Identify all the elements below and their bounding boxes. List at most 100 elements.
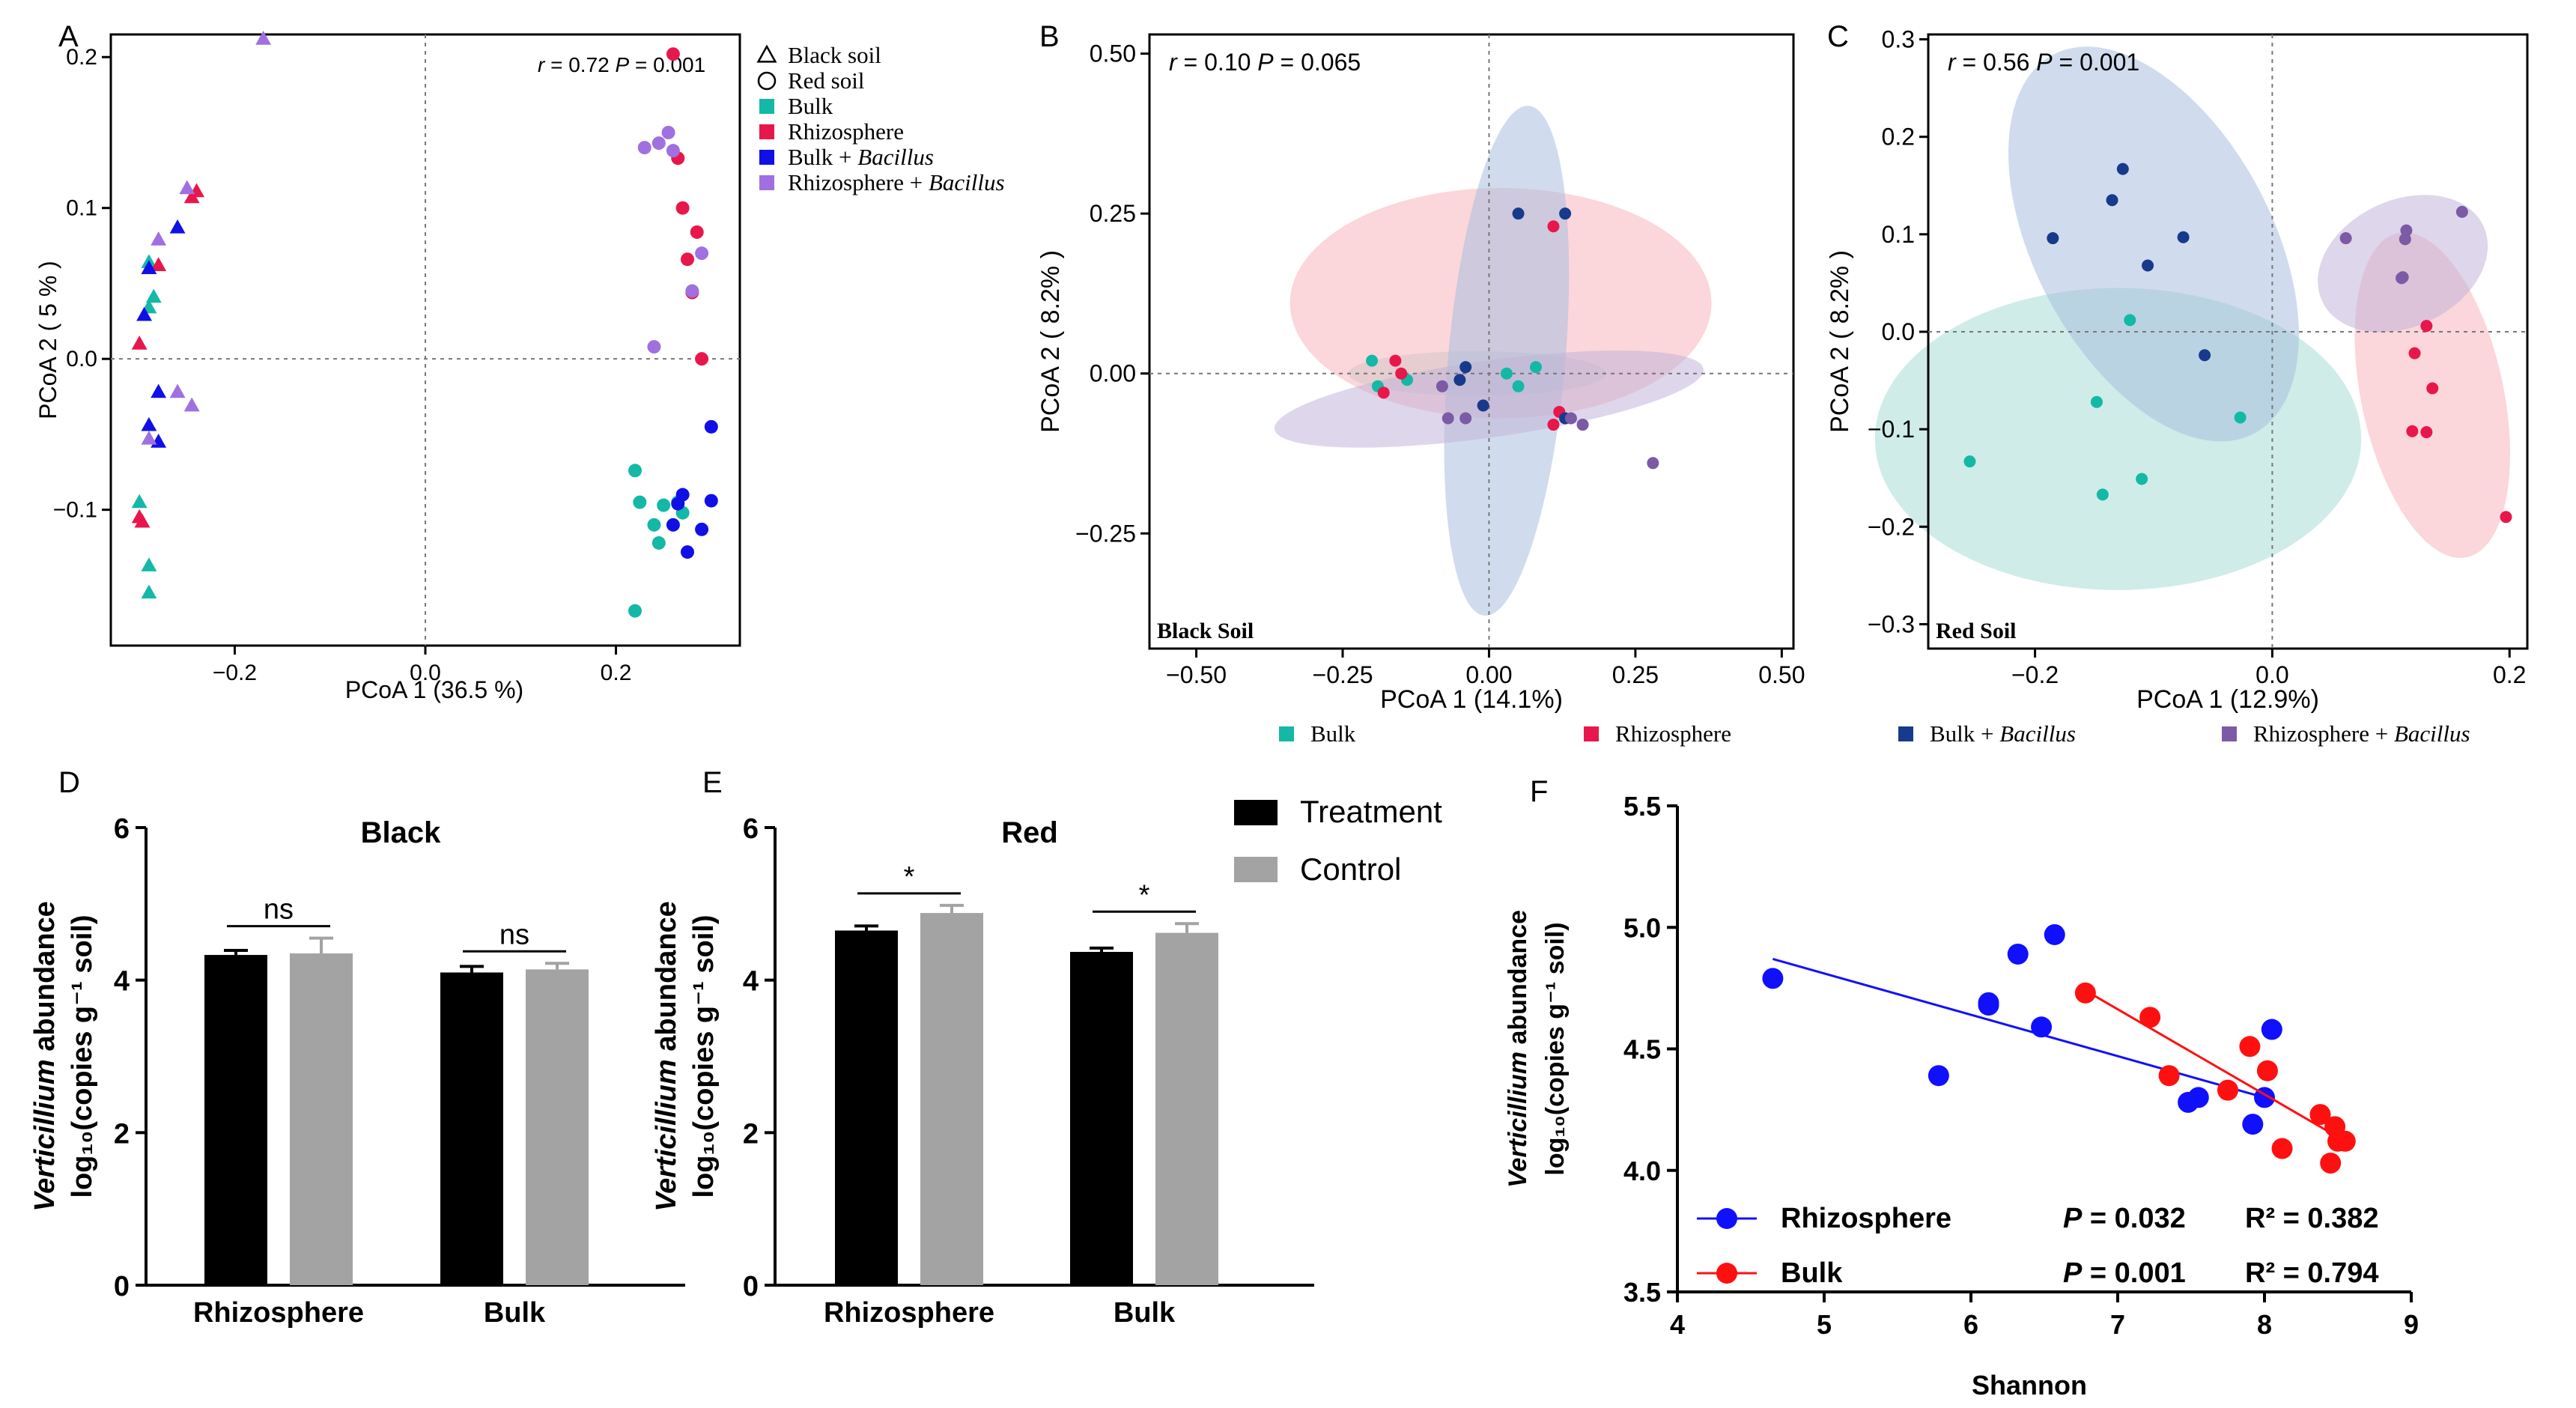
point-b-bulk_bacillus [1477,399,1489,412]
point-a-bulk [141,557,157,571]
x-axis-label-b: PCoA 1 (14.1%) [1380,685,1563,714]
point-c-rhizo_bacillus [2455,205,2468,218]
x-tick-label-f: 7 [2110,1309,2125,1340]
point-a-bulk [651,535,666,550]
point-a-bulk_bacillus [681,545,694,559]
legend-swatch-bc-rhizosphere [1584,726,1599,741]
category-label-e: Rhizosphere [824,1297,994,1329]
y-tick-label-e: 6 [743,813,759,845]
point-c-bulk_bacillus [2106,194,2118,207]
legend-swatch-bc-b_bulk_bacillus [1898,726,1913,741]
point-c-bulk_bacillus [2177,231,2190,243]
point-a-rhizo_bacillus [685,284,699,298]
point-b-bulk [1500,367,1513,380]
plot-frame-c [1927,33,2529,650]
x-tick-label-c: 0.0 [2255,661,2288,688]
point-c-rhizo_bacillus [2339,232,2352,245]
stat-p-f: P = 0.032 [2063,1203,2186,1234]
bar-e-treatment [1070,951,1133,1285]
legend-label-bc: Rhizosphere [1615,720,1731,747]
point-a-rhizo_bacillus [661,125,675,139]
point-f-rhizosphere [1762,968,1784,989]
legend-swatch-bc-b_rhizo_bacillus [2222,726,2237,741]
legend-label-f: Bulk [1781,1257,1843,1289]
x-tick-label-a: 0.2 [601,661,632,685]
bar-e-control [920,913,983,1285]
point-a-rhizosphere [695,352,709,366]
point-b-bulk [1512,380,1525,392]
y-tick-label-e: 4 [743,966,759,998]
y-axis-label-a: PCoA 2 ( 5 % ) [34,261,61,419]
point-a-bulk [647,518,661,532]
plot-frame-b [1148,33,1795,650]
legend-label-a: Rhizosphere [788,118,904,145]
x-tick-label-b: −0.50 [1166,661,1227,688]
point-a-rhizosphere [675,201,690,215]
point-a-bulk_bacillus [704,419,718,434]
y-tick-label-b: −0.25 [1075,520,1136,547]
point-a-bulk_bacillus [666,518,680,532]
point-b-rhizosphere [1395,367,1408,380]
point-b-bulk_bacillus [1559,207,1572,220]
bar-d-treatment [204,955,267,1285]
category-label-d: Bulk [484,1297,546,1329]
bar-e-control [1155,932,1218,1285]
bar-d-treatment [440,972,503,1285]
x-tick-label-a: −0.2 [213,661,257,685]
bar-d-control [526,969,589,1285]
point-c-bulk_bacillus [2047,232,2059,245]
point-b-rhizo_bacillus [1647,457,1659,470]
y-tick-label-a: 0.1 [66,196,97,221]
point-a-bulk_bacillus [704,494,718,508]
point-a-bulk [145,288,162,303]
point-f-bulk [2309,1104,2331,1126]
point-a-rhizo_bacillus [255,31,272,45]
stat-r2-f: R² = 0.382 [2245,1203,2379,1234]
y-axis-label-f: Verticillium abundance [1504,910,1532,1188]
y-tick-label-d: 4 [114,966,130,998]
panel-letter-d: D [58,766,80,799]
point-b-rhizo_bacillus [1564,412,1577,425]
legend-label-a: Bulk + Bacillus [788,144,934,170]
point-b-rhizo_bacillus [1459,412,1472,425]
x-axis-label-c: PCoA 1 (12.9%) [2136,685,2319,714]
point-a-bulk [657,498,671,512]
regression-line-f-rhizosphere [1772,957,2265,1099]
point-f-rhizosphere [2031,1016,2053,1038]
legend-swatch-a-rhizo_bacillus [759,175,774,190]
bar-title-d: Black [361,816,441,849]
y-tick-label-f: 3.5 [1623,1277,1661,1308]
point-c-bulk [2090,395,2103,408]
legend-label-f: Rhizosphere [1781,1203,1951,1234]
y-axis-label-b: PCoA 2 ( 8.2% ) [1036,250,1065,433]
point-f-bulk [2139,1007,2161,1028]
bar-d-control [290,953,353,1285]
point-c-rhizosphere [2408,347,2421,359]
point-a-bulk_bacillus [695,522,709,536]
bar-title-e: Red [1001,816,1058,849]
point-b-rhizo_bacillus [1436,380,1448,392]
point-c-rhizosphere [2420,426,2433,439]
x-tick-label-f: 4 [1670,1309,1685,1340]
legend-label-a: Red soil [788,67,864,94]
point-a-bulk [141,584,157,599]
y-tick-label-d: 0 [114,1271,130,1302]
legend-swatch-bc-bulk [1279,726,1294,741]
y-tick-label-c: 0.2 [1882,124,1915,151]
y-axis-label-2-d: log₁₀(copies g⁻¹ soil) [67,914,98,1198]
inset-title-b: Black Soil [1157,619,1254,643]
bar-e-treatment [835,930,898,1285]
point-a-rhizosphere [681,252,694,267]
x-tick-label-b: 0.50 [1758,661,1805,688]
point-b-rhizo_bacillus [1442,412,1454,425]
panel-letter-e: E [702,766,723,799]
significance-label-d: ns [499,919,529,950]
legend-shape-circle-a [757,71,777,91]
point-a-bulk_bacillus [169,219,186,234]
point-f-rhizosphere [2242,1114,2264,1135]
legend-marker-f [1716,1263,1737,1284]
regression-line-f-bulk [2085,989,2346,1143]
panel-letter-c: C [1827,20,1849,53]
y-tick-label-f: 5.0 [1623,912,1661,943]
point-f-bulk [2217,1079,2238,1101]
